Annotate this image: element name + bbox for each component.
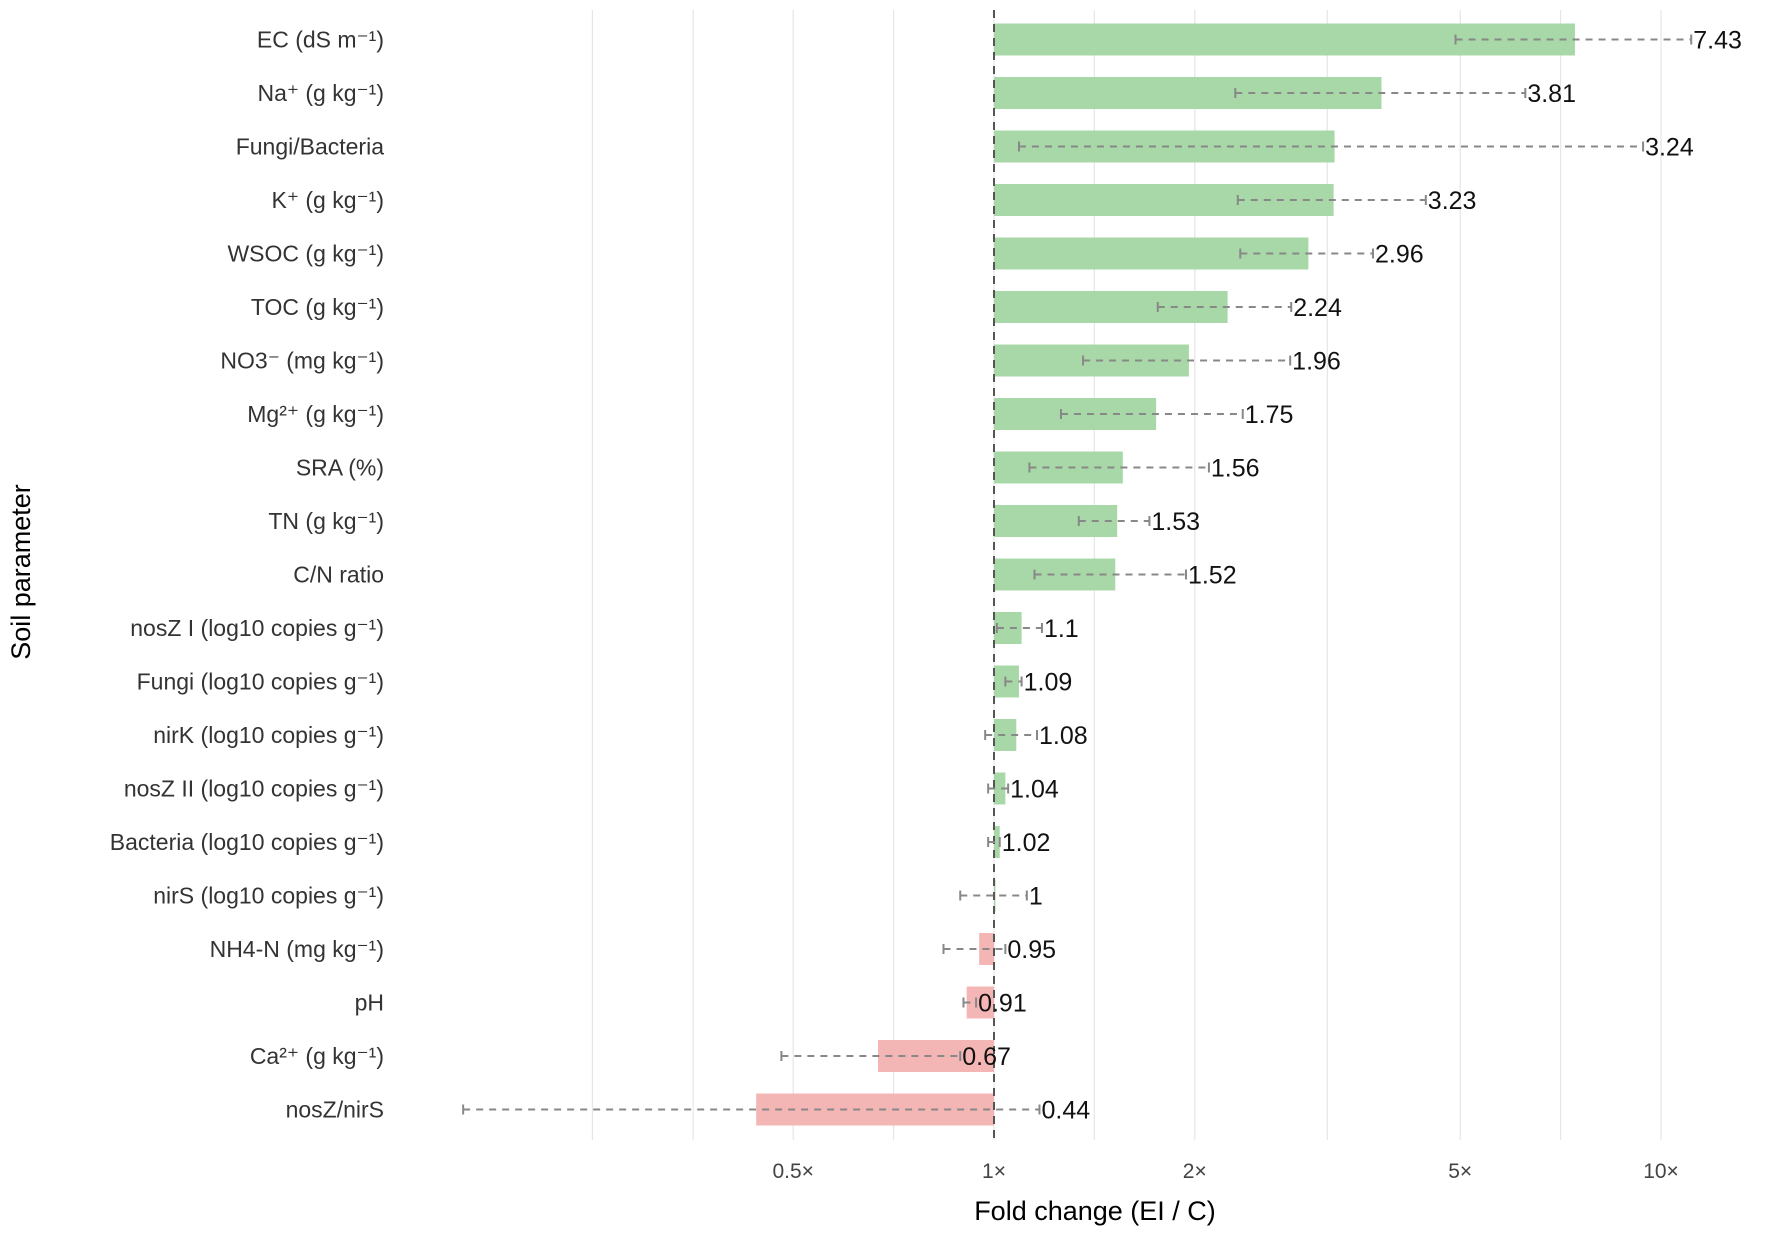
category-label: Ca²⁺ (g kg⁻¹) [250, 1043, 384, 1069]
value-label: 1.04 [1010, 776, 1059, 804]
value-label: 1.75 [1245, 401, 1294, 429]
bar [994, 77, 1382, 109]
category-label: Mg²⁺ (g kg⁻¹) [247, 401, 384, 427]
category-label: nirS (log10 copies g⁻¹) [153, 883, 384, 909]
x-axis-title: Fold change (EI / C) [974, 1196, 1216, 1226]
value-label: 2.24 [1293, 294, 1342, 322]
category-label: WSOC (g kg⁻¹) [227, 241, 384, 267]
bar [994, 23, 1575, 56]
bar [994, 772, 1006, 805]
bar [756, 1093, 994, 1126]
category-label: nosZ I (log10 copies g⁻¹) [130, 615, 384, 641]
bars [756, 23, 1575, 1126]
value-label: 3.23 [1428, 187, 1477, 215]
category-label: Na⁺ (g kg⁻¹) [257, 80, 384, 106]
x-tick-label: 1× [982, 1160, 1006, 1183]
bar [994, 558, 1116, 591]
category-label: nosZ/nirS [286, 1097, 384, 1123]
category-label: Bacteria (log10 copies g⁻¹) [110, 829, 384, 855]
x-tick-label: 5× [1448, 1160, 1472, 1183]
category-label: NO3⁻ (mg kg⁻¹) [220, 348, 384, 374]
x-tick-label: 10× [1643, 1160, 1679, 1183]
x-tick-label: 2× [1183, 1160, 1207, 1183]
x-tick-label: 0.5× [772, 1160, 813, 1183]
bar [994, 826, 1000, 858]
bar [966, 986, 994, 1019]
error-bars [462, 34, 1693, 1115]
category-label: Fungi/Bacteria [236, 134, 385, 160]
bar [994, 344, 1189, 377]
value-label: 0.91 [978, 990, 1027, 1018]
category-label: SRA (%) [296, 455, 384, 481]
category-label: nirK (log10 copies g⁻¹) [153, 722, 384, 748]
value-label: 1.53 [1151, 508, 1200, 536]
y-axis-title: Soil parameter [6, 484, 36, 660]
category-label: nosZ II (log10 copies g⁻¹) [124, 776, 384, 802]
bar [994, 291, 1228, 323]
category-label: TOC (g kg⁻¹) [251, 294, 384, 320]
x-tick-labels: 0.5× 1× 2× 5× 10× [772, 1160, 1678, 1183]
category-label: pH [355, 990, 384, 1016]
category-label: NH4-N (mg kg⁻¹) [210, 936, 384, 962]
value-label: 1.52 [1188, 562, 1237, 590]
category-label: Fungi (log10 copies g⁻¹) [137, 669, 384, 695]
bar [994, 237, 1309, 270]
value-label: 0.44 [1041, 1097, 1090, 1125]
value-labels: 7.43 3.81 3.24 3.232.96 2.24 1.96 1.75 1.56 1.53… [962, 27, 1742, 1125]
value-label: 3.24 [1645, 134, 1694, 162]
value-label: 2.96 [1375, 241, 1424, 269]
value-label: 3.81 [1527, 80, 1576, 108]
category-label: C/N ratio [293, 562, 384, 588]
category-label: K⁺ (g kg⁻¹) [272, 187, 384, 213]
value-label: 1.08 [1039, 722, 1088, 750]
category-labels: EC (dS m⁻¹) Na⁺ (g kg⁻¹) Fungi/Bacteria K⁺ … [110, 27, 384, 1123]
category-label: TN (g kg⁻¹) [268, 508, 384, 534]
value-label: 1.02 [1002, 829, 1051, 857]
value-label: 7.43 [1693, 27, 1742, 55]
value-label: 0.95 [1007, 936, 1056, 964]
category-label: EC (dS m⁻¹) [257, 27, 384, 53]
value-label: 0.67 [962, 1043, 1011, 1071]
value-label: 1.56 [1211, 455, 1260, 483]
value-label: 1.96 [1292, 348, 1341, 376]
value-label: 1.1 [1044, 615, 1079, 643]
value-label: 1.09 [1024, 669, 1073, 697]
value-label: 1 [1029, 883, 1043, 911]
bar [877, 1040, 994, 1072]
